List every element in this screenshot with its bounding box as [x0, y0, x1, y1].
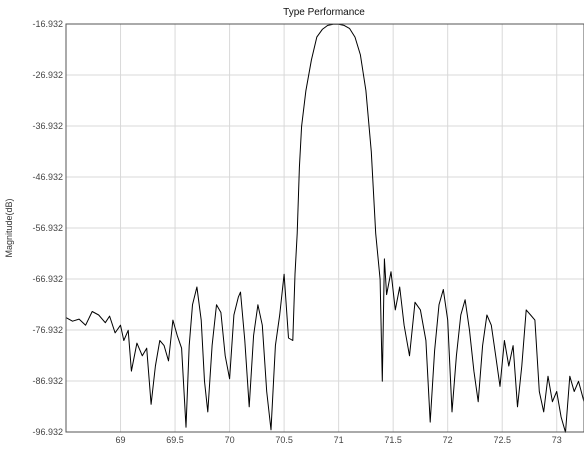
y-tick-label: -16.932 [32, 19, 63, 29]
x-tick-label: 70.5 [275, 435, 293, 445]
x-tick-label: 71 [334, 435, 344, 445]
x-tick-label: 71.5 [384, 435, 402, 445]
plot-frame [65, 23, 584, 433]
y-tick-label: -86.932 [32, 376, 63, 386]
chart-title: Type Performance [283, 7, 365, 18]
y-tick-label: -96.932 [32, 427, 63, 437]
y-axis-label: Magnitude(dB) [4, 198, 14, 257]
x-tick-label: 69 [116, 435, 126, 445]
y-tick-label: -26.932 [32, 70, 63, 80]
x-tick-label: 72 [443, 435, 453, 445]
x-tick-label: 72.5 [493, 435, 511, 445]
y-tick-label: -36.932 [32, 121, 63, 131]
y-tick-label: -76.932 [32, 325, 63, 335]
x-tick-label: 69.5 [166, 435, 184, 445]
x-tick-label: 73 [552, 435, 562, 445]
y-axis-ticks: -16.932 -26.932 -36.932 -46.932 -56.932 -66.9… [32, 19, 63, 437]
x-axis-ticks: 69 69.5 70 70.5 71 71.5 72 72.5 73 [116, 435, 562, 445]
plot-area [65, 23, 584, 433]
x-tick-label: 70 [225, 435, 235, 445]
y-tick-label: -66.932 [32, 274, 63, 284]
y-tick-label: -56.932 [32, 223, 63, 233]
series-line-0 [65, 23, 584, 433]
y-tick-label: -46.932 [32, 172, 63, 182]
